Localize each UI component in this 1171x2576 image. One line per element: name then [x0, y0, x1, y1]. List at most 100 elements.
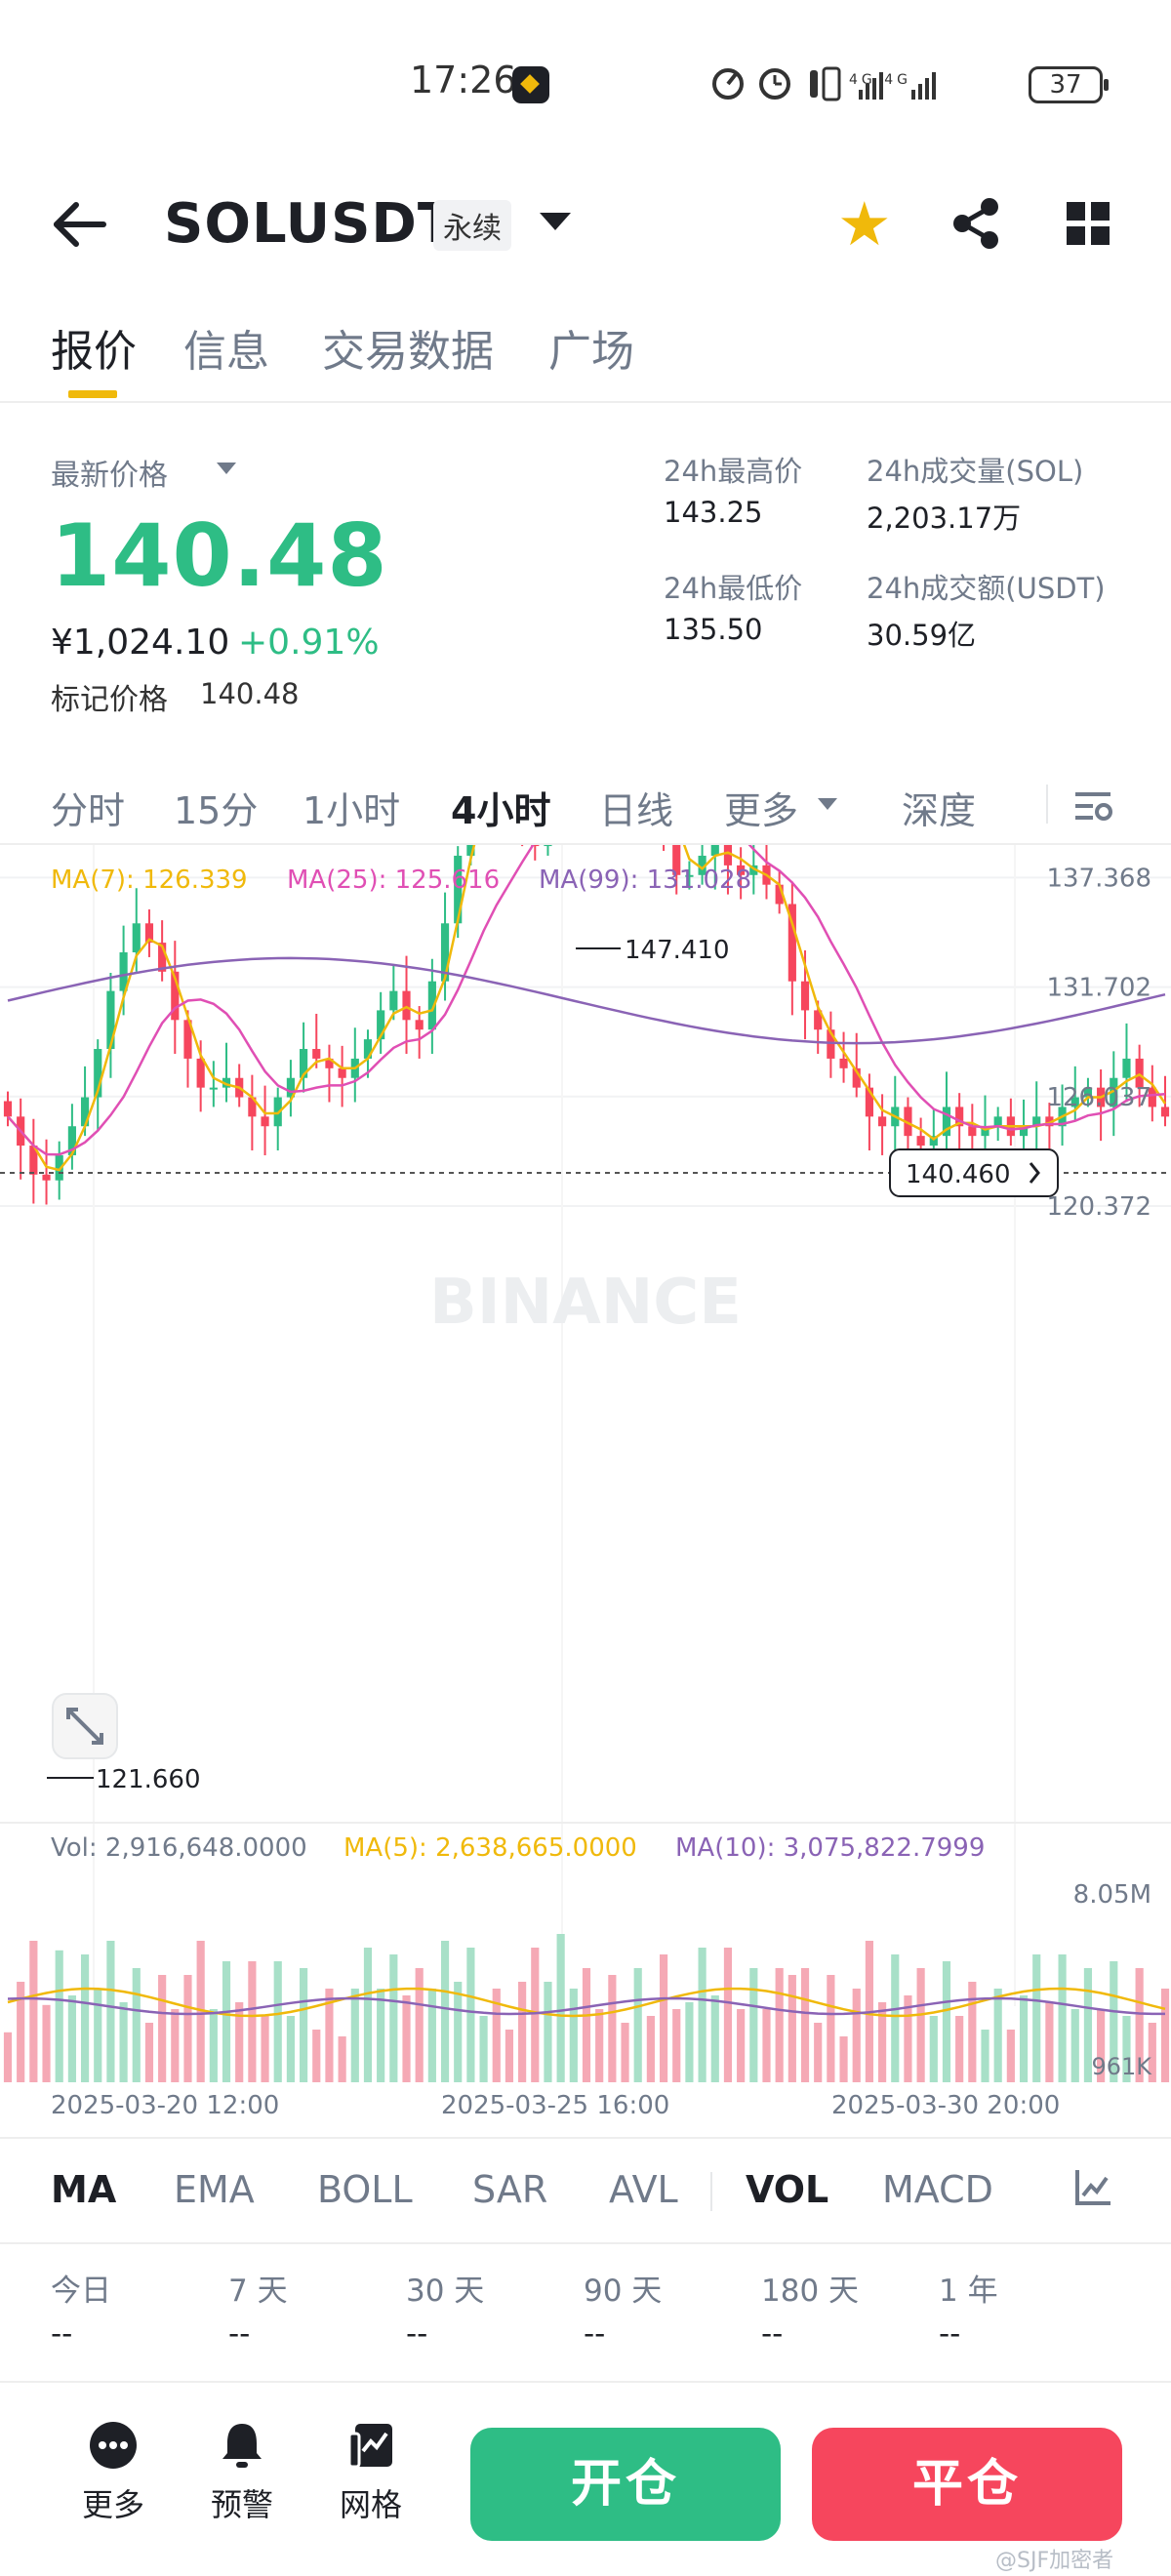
app-grid-icon[interactable]	[1067, 202, 1110, 245]
volume-bar	[3, 2032, 13, 2082]
candle-body	[300, 1049, 308, 1078]
volume-bar	[1006, 2030, 1015, 2082]
open-position-button[interactable]: 开仓	[470, 2428, 781, 2541]
tab-quote[interactable]: 报价	[51, 327, 137, 377]
symbol-dropdown-icon[interactable]	[540, 213, 571, 230]
ma99-line	[7, 956, 1166, 1045]
high-24h-label: 24h最高价	[664, 455, 803, 488]
volume-sol-value: 2,203.17万	[867, 502, 1022, 535]
candle-body	[993, 1116, 1002, 1127]
candlestick-chart[interactable]: BINANCE MA(7): 126.339 MA(25): 125.616 M…	[0, 845, 1171, 2133]
volume-bar	[42, 2004, 51, 2082]
indicator-ema[interactable]: EMA	[174, 2168, 255, 2211]
indicator-vol[interactable]: VOL	[746, 2168, 829, 2211]
more-dropdown-icon[interactable]	[818, 798, 837, 810]
volume-bar	[531, 1948, 540, 2082]
candle-body	[3, 1101, 13, 1117]
volume-bar	[80, 1954, 90, 2082]
candle-body	[685, 874, 694, 877]
volume-bar	[183, 1975, 192, 2082]
candle-body	[1019, 1126, 1029, 1137]
bell-icon	[222, 2424, 262, 2468]
price-axis-label: 126.037	[1046, 1083, 1151, 1112]
volume-ma5-legend: MA(5): 2,638,665.0000	[343, 1833, 637, 1863]
tab-square[interactable]: 广场	[548, 327, 634, 377]
expand-chart-button[interactable]	[52, 1693, 118, 1759]
candle-body	[929, 1136, 938, 1147]
price-type-dropdown-icon[interactable]	[217, 463, 236, 474]
favorite-star-icon[interactable]: ★	[837, 188, 892, 260]
candle-body	[261, 1116, 269, 1127]
candle-body	[942, 1107, 951, 1137]
candle-body	[955, 1107, 964, 1127]
volume-bar	[1135, 1968, 1144, 2082]
volume-bar	[710, 1995, 719, 2082]
candle-body	[1148, 1087, 1156, 1107]
more-button[interactable]: 更多	[64, 2420, 162, 2525]
candle-body	[183, 1020, 192, 1059]
ma25-line	[7, 845, 1166, 1156]
volume-bar	[633, 1968, 642, 2082]
interval-1d[interactable]: 日线	[599, 789, 674, 832]
svg-text:4G 4G: 4G 4G	[849, 72, 911, 88]
indicator-avl[interactable]: AVL	[609, 2168, 678, 2211]
candle-body	[106, 990, 115, 1050]
volume-bar	[749, 1968, 758, 2082]
last-price-label[interactable]: 最新价格	[51, 459, 168, 493]
volume-bar	[261, 2016, 269, 2082]
ma25-legend: MA(25): 125.616	[287, 865, 500, 895]
volume-bar	[300, 1968, 308, 2082]
volume-bar	[659, 1954, 668, 2082]
candle-body	[787, 904, 796, 982]
interval-more[interactable]: 更多	[724, 789, 799, 832]
volume-ma10-line	[7, 1996, 1165, 2016]
current-price-value: 140.460	[906, 1160, 1011, 1189]
perf-label-7d: 7 天	[228, 2274, 288, 2309]
depth-tab[interactable]: 深度	[902, 789, 977, 832]
indicator-ma[interactable]: MA	[51, 2168, 117, 2211]
candle-body	[1045, 1116, 1054, 1127]
candle-body	[80, 1097, 90, 1127]
volume-bar	[67, 1995, 76, 2082]
volume-bar	[389, 1954, 398, 2082]
indicator-sar[interactable]: SAR	[472, 2168, 548, 2211]
candle-body	[800, 981, 810, 1011]
candle-body	[338, 1067, 346, 1078]
volume-bar	[171, 2009, 180, 2082]
chart-settings-icon[interactable]	[1071, 785, 1114, 827]
volume-bar	[800, 1968, 810, 2082]
symbol-title[interactable]: SOLUSDT	[164, 192, 457, 256]
indicator-boll[interactable]: BOLL	[317, 2168, 413, 2211]
interval-1h[interactable]: 1小时	[303, 789, 401, 832]
alert-button[interactable]: 预警	[193, 2420, 291, 2525]
volume-bar	[17, 1982, 25, 2082]
grid-trading-button[interactable]: 网格	[322, 2420, 420, 2525]
current-price-tag[interactable]: 140.460	[889, 1148, 1059, 1197]
indicator-macd[interactable]: MACD	[882, 2168, 993, 2211]
volume-bar	[698, 1948, 707, 2082]
indicator-settings-icon[interactable]	[1071, 2166, 1114, 2209]
volume-bar	[775, 1968, 784, 2082]
tab-trading-data[interactable]: 交易数据	[322, 327, 494, 377]
back-arrow-icon[interactable]	[51, 200, 109, 249]
volume-bar	[1110, 1961, 1118, 2082]
volume-bar	[144, 2023, 154, 2082]
volume-bar	[827, 1975, 835, 2082]
time-axis-label: 2025-03-20 12:00	[51, 2091, 279, 2120]
interval-15m[interactable]: 15分	[174, 789, 259, 832]
candle-body	[737, 865, 746, 875]
close-position-button[interactable]: 平仓	[812, 2428, 1122, 2541]
interval-timeline[interactable]: 分时	[51, 789, 126, 832]
share-icon[interactable]	[947, 194, 1005, 253]
candle-body	[389, 990, 398, 1011]
volume-bar	[955, 2016, 964, 2082]
volume-bar	[415, 1968, 424, 2082]
volume-bar	[119, 2002, 128, 2082]
status-time: 17:26	[410, 59, 517, 101]
interval-4h[interactable]: 4小时	[451, 789, 551, 832]
candle-body	[196, 1058, 205, 1088]
candle-body	[916, 1136, 925, 1147]
volume-bar	[1097, 2009, 1106, 2082]
tab-info[interactable]: 信息	[183, 327, 269, 377]
signal-icons: 4G 4G	[712, 66, 936, 101]
